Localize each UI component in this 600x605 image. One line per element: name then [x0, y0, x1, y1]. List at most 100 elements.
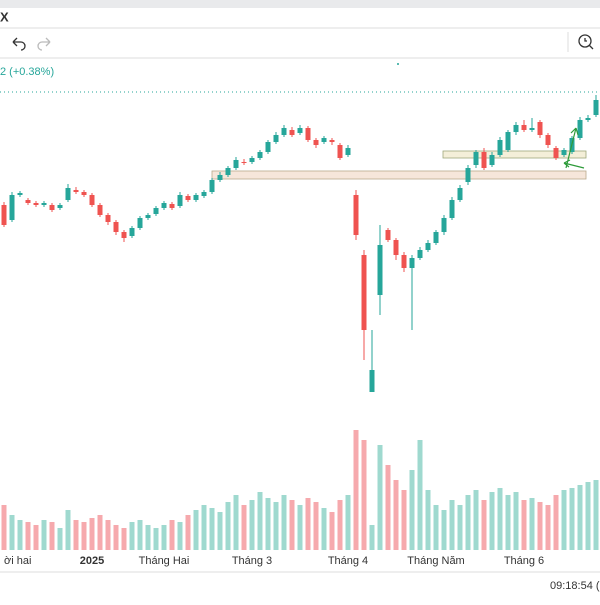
- volume-bar: [345, 495, 351, 550]
- volume-bar: [393, 480, 399, 550]
- volume-bar: [89, 518, 95, 550]
- volume-bar: [121, 528, 127, 550]
- redo[interactable]: [37, 37, 51, 51]
- volume-bar: [169, 520, 175, 550]
- volume-bar: [481, 500, 487, 550]
- volume-bar: [273, 502, 279, 550]
- candle-body: [193, 195, 199, 200]
- candle-body: [409, 258, 415, 268]
- volume-bar: [449, 500, 455, 550]
- candle-body: [465, 168, 471, 182]
- candle-body: [473, 152, 479, 165]
- volume-bar: [33, 525, 39, 550]
- volume-bar: [81, 522, 87, 550]
- volume-bar: [417, 440, 423, 550]
- volume-bar: [433, 505, 439, 550]
- x-tick-label: Tháng Năm: [407, 555, 464, 567]
- candle-body: [585, 118, 591, 120]
- volume-bar: [473, 490, 479, 550]
- volume-bar: [465, 495, 471, 550]
- candle-body: [137, 218, 143, 228]
- volume-bar: [281, 495, 287, 550]
- candle-body: [145, 215, 151, 218]
- volume-bar: [353, 430, 359, 550]
- volume-bar: [41, 520, 47, 550]
- volume-bar: [257, 492, 263, 550]
- candle-body: [129, 228, 135, 236]
- volume-bar: [497, 488, 503, 550]
- candle-body: [321, 138, 327, 142]
- plot: ời hai 2025 Tháng Hai Tháng 3 Tháng 4 Tháng N…: [1, 95, 599, 567]
- volume-bar: [217, 512, 223, 550]
- candle-body: [353, 195, 359, 235]
- candle-body: [257, 152, 263, 158]
- candle-body: [249, 158, 255, 162]
- candle-body: [33, 203, 39, 205]
- undo[interactable]: [12, 37, 26, 51]
- tab-close[interactable]: X: [0, 9, 9, 24]
- volume-bar: [585, 482, 591, 550]
- volume-bar: [177, 522, 183, 550]
- candle-body: [417, 250, 423, 258]
- candle-body: [201, 192, 207, 196]
- candle-body: [289, 130, 295, 135]
- volume-bar: [185, 515, 191, 550]
- volume-bar: [137, 520, 143, 550]
- arrows[interactable]: [563, 127, 585, 169]
- candle-body: [1, 205, 7, 225]
- volume-bar: [201, 505, 207, 550]
- volume-bar: [593, 480, 599, 550]
- volume-bar: [145, 525, 151, 550]
- volume-bar: [193, 510, 199, 550]
- volume-bar: [385, 465, 391, 550]
- candle-body: [209, 180, 215, 192]
- volume-bar: [249, 500, 255, 550]
- candle-body: [521, 125, 527, 130]
- volume-bar: [521, 500, 527, 550]
- candle-body: [537, 122, 543, 135]
- window-top: [0, 0, 600, 8]
- candle-body: [497, 140, 503, 155]
- candle-body: [49, 205, 55, 210]
- candle-body: [297, 128, 303, 133]
- volume-bar: [369, 525, 375, 550]
- volume-bar: [425, 490, 431, 550]
- x-tick-label: 2025: [80, 555, 104, 567]
- volume-bar: [569, 488, 575, 550]
- volume-bar: [537, 502, 543, 550]
- volume-bar: [57, 528, 63, 550]
- candle-body: [449, 200, 455, 218]
- candle-body: [57, 205, 63, 208]
- volume-bar: [265, 498, 271, 550]
- volume-bar: [529, 498, 535, 550]
- clock: 09:18:54 (: [550, 580, 600, 592]
- candle-body: [577, 120, 583, 138]
- candle-body: [177, 195, 183, 206]
- volume-bar: [1, 505, 7, 550]
- zone[interactable]: [442, 150, 587, 159]
- zone[interactable]: [211, 170, 587, 180]
- candle-body: [481, 152, 487, 168]
- candle-body: [529, 128, 535, 130]
- candle-body: [433, 232, 439, 243]
- candle-body: [457, 188, 463, 200]
- candle-body: [89, 195, 95, 205]
- candle-body: [441, 218, 447, 232]
- volume-bar: [289, 500, 295, 550]
- volume-bar: [161, 525, 167, 550]
- volume-bar: [561, 490, 567, 550]
- volume-bar: [313, 502, 319, 550]
- volume-bar: [337, 500, 343, 550]
- volume-bar: [65, 510, 71, 550]
- price-change: 2 (+0.38%): [0, 66, 54, 78]
- candle-body: [513, 125, 519, 132]
- candle-body: [385, 230, 391, 240]
- candle-body: [489, 155, 495, 165]
- volume-bar: [513, 492, 519, 550]
- candle-body: [41, 203, 47, 205]
- time-search[interactable]: [578, 34, 592, 48]
- candle-body: [161, 203, 167, 208]
- candle-body: [281, 128, 287, 135]
